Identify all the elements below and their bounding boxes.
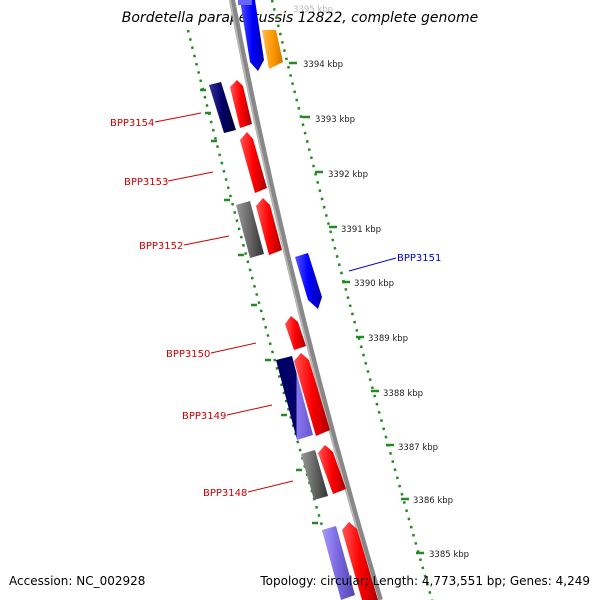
gene-label-BPP3149[interactable]: BPP3149 bbox=[182, 411, 226, 422]
leader-line bbox=[348, 257, 397, 272]
tick-label: 3388 kbp bbox=[383, 389, 423, 399]
tick-label: 3390 kbp bbox=[354, 279, 394, 289]
gene-label-BPP3152[interactable]: BPP3152 bbox=[139, 241, 183, 252]
tick-label: 3387 kbp bbox=[398, 443, 438, 453]
gene-arrow-BPP3149[interactable] bbox=[294, 353, 330, 436]
gene-arrow-BPP3150[interactable] bbox=[285, 316, 306, 350]
tick-label: 3393 kbp bbox=[315, 115, 355, 125]
ruler-outer bbox=[270, 0, 434, 600]
gene-arrow-orange[interactable] bbox=[262, 30, 283, 69]
genome-backbone bbox=[229, 0, 383, 600]
tick-label: 3389 kbp bbox=[368, 334, 408, 344]
tick-label: 3395 kbp bbox=[293, 5, 333, 15]
gene-block-navy-lavender[interactable] bbox=[276, 356, 313, 440]
gene-label-BPP3151[interactable]: BPP3151 bbox=[397, 253, 441, 264]
tick-label: 3394 kbp bbox=[303, 60, 343, 70]
tick-label: 3386 kbp bbox=[413, 496, 453, 506]
tick-label: 3391 kbp bbox=[341, 225, 381, 235]
leader-line bbox=[247, 480, 294, 493]
accession-text: Accession: NC_002928 bbox=[9, 574, 146, 588]
gene-label-BPP3150[interactable]: BPP3150 bbox=[166, 349, 210, 360]
genome-backbone-highlight bbox=[229, 0, 379, 600]
summary-text: Topology: circular; Length: 4,773,551 bp… bbox=[260, 574, 590, 588]
map-title: Bordetella parapertussis 12822, complete… bbox=[121, 10, 479, 26]
gene-label-BPP3153[interactable]: BPP3153 bbox=[124, 177, 168, 188]
gene-arrow-BPP3152[interactable] bbox=[256, 198, 282, 255]
gene-label-BPP3154[interactable]: BPP3154 bbox=[110, 118, 154, 129]
leader-line bbox=[167, 171, 214, 182]
gene-arrow-BPP3148[interactable] bbox=[318, 445, 346, 494]
gene-arrow-BPP3154[interactable] bbox=[230, 80, 252, 128]
gene-block-gray[interactable] bbox=[236, 201, 264, 258]
gene-label-BPP3148[interactable]: BPP3148 bbox=[203, 488, 247, 499]
gene-features bbox=[209, 0, 378, 600]
gene-arrow-red-bottom[interactable] bbox=[342, 522, 378, 600]
leader-line bbox=[154, 112, 202, 123]
inner-ticks bbox=[200, 88, 318, 525]
leader-line bbox=[183, 235, 230, 246]
gene-arrow-BPP3153[interactable] bbox=[240, 132, 267, 193]
gene-block-lavender[interactable] bbox=[322, 526, 355, 600]
gene-block-blue-top[interactable] bbox=[238, 0, 252, 5]
tick-label: 3385 kbp bbox=[429, 550, 469, 560]
leader-line bbox=[226, 404, 273, 416]
tick-label: 3392 kbp bbox=[328, 170, 368, 180]
leader-line bbox=[210, 342, 257, 354]
gene-block-navy[interactable] bbox=[209, 82, 236, 133]
gene-arrow-blue[interactable] bbox=[240, 0, 264, 71]
gene-arrow-BPP3151[interactable] bbox=[295, 253, 322, 309]
major-ticks bbox=[289, 61, 424, 555]
gene-block-gray-2[interactable] bbox=[301, 450, 328, 500]
